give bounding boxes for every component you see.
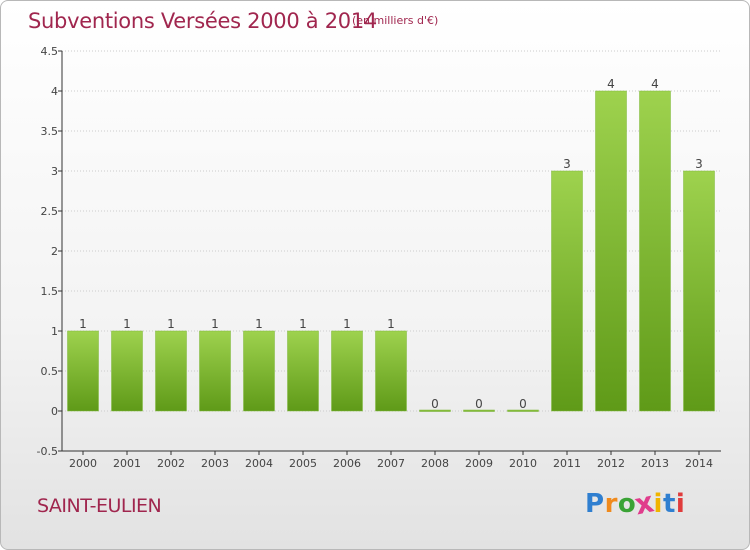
value-label: 1 <box>167 317 175 331</box>
bar <box>639 90 671 412</box>
x-tick-label: 2014 <box>685 457 713 470</box>
bar <box>419 409 451 412</box>
x-tick-label: 2005 <box>289 457 317 470</box>
x-tick-label: 2000 <box>69 457 97 470</box>
bar <box>551 170 583 412</box>
bar <box>287 330 319 412</box>
x-tick-label: 2003 <box>201 457 229 470</box>
bar <box>331 330 363 412</box>
y-tick-labels: -0.5 0 0.5 1 1.5 2 2.5 3 3.5 4 4.5 <box>37 45 58 458</box>
bar <box>375 330 407 412</box>
x-tick-label: 2007 <box>377 457 405 470</box>
x-tick-label: 2004 <box>245 457 273 470</box>
x-tick-label: 2008 <box>421 457 449 470</box>
value-label: 1 <box>299 317 307 331</box>
bar <box>683 170 715 412</box>
value-label: 1 <box>387 317 395 331</box>
x-tick-label: 2006 <box>333 457 361 470</box>
y-tick-label: 3 <box>51 165 58 178</box>
chart-subtitle: (en milliers d'€) <box>352 14 439 27</box>
logo-letter: P <box>585 489 605 519</box>
value-label: 1 <box>123 317 131 331</box>
x-tick-label: 2011 <box>553 457 581 470</box>
axes <box>58 50 721 455</box>
value-label: 3 <box>695 157 703 171</box>
logo-letter: r <box>604 489 618 519</box>
x-tick-label: 2012 <box>597 457 625 470</box>
x-tick-label: 2010 <box>509 457 537 470</box>
value-labels: 1 1 1 1 1 1 1 1 0 0 0 3 4 4 3 <box>79 77 703 411</box>
bar <box>111 330 143 412</box>
bar <box>595 90 627 412</box>
bar <box>243 330 275 412</box>
logo-letter: i <box>675 489 686 519</box>
value-label: 0 <box>519 397 527 411</box>
y-tick-label: 0.5 <box>41 365 59 378</box>
commune-name: SAINT-EULIEN <box>37 495 162 517</box>
x-tick-label: 2001 <box>113 457 141 470</box>
value-label: 0 <box>475 397 483 411</box>
y-tick-label: 2.5 <box>41 205 59 218</box>
bars <box>67 90 715 412</box>
logo-letter: t <box>662 489 676 519</box>
value-label: 0 <box>431 397 439 411</box>
value-label: 1 <box>343 317 351 331</box>
bar <box>463 409 495 412</box>
value-label: 3 <box>563 157 571 171</box>
x-tick-label: 2009 <box>465 457 493 470</box>
x-tick-labels: 2000 2001 2002 2003 2004 2005 2006 2007 2008 2009… <box>69 457 713 470</box>
bar <box>67 330 99 412</box>
y-tick-label: 0 <box>51 405 58 418</box>
y-tick-label: 3.5 <box>41 125 59 138</box>
y-tick-label: 1.5 <box>41 285 59 298</box>
bar <box>155 330 187 412</box>
x-tick-label: 2002 <box>157 457 185 470</box>
bar <box>199 330 231 412</box>
bar <box>507 409 539 412</box>
value-label: 1 <box>211 317 219 331</box>
logo-letter: i <box>653 489 663 519</box>
y-tick-label: 2 <box>51 245 58 258</box>
value-label: 1 <box>255 317 263 331</box>
x-tick-label: 2013 <box>641 457 669 470</box>
value-label: 4 <box>607 77 615 91</box>
value-label: 1 <box>79 317 87 331</box>
proxiti-logo: Proxiti <box>585 486 686 522</box>
chart-title: Subventions Versées 2000 à 2014 <box>28 9 377 33</box>
y-tick-label: 4.5 <box>41 45 59 58</box>
y-tick-label: 1 <box>51 325 58 338</box>
value-label: 4 <box>651 77 659 91</box>
y-tick-label: 4 <box>51 85 58 98</box>
y-tick-label: -0.5 <box>37 445 58 458</box>
logo-letter: o <box>617 489 637 519</box>
